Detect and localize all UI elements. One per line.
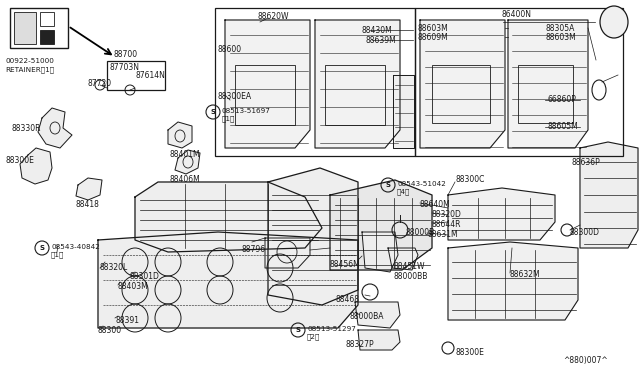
Polygon shape [448, 188, 555, 240]
Text: 86400N: 86400N [502, 10, 532, 19]
Text: 88305A: 88305A [545, 24, 574, 33]
Polygon shape [175, 150, 200, 174]
Bar [235, 65, 295, 125]
Text: 88620W: 88620W [258, 12, 289, 21]
Text: 88451W: 88451W [393, 262, 424, 271]
Text: 88644R: 88644R [432, 220, 461, 229]
Polygon shape [98, 232, 358, 328]
Text: 88300C: 88300C [455, 175, 484, 184]
Polygon shape [268, 168, 358, 305]
Text: 88300D: 88300D [570, 228, 600, 237]
Text: 88301D: 88301D [130, 272, 160, 281]
Text: S: S [385, 182, 390, 188]
Polygon shape [358, 330, 400, 350]
Text: 88418: 88418 [75, 200, 99, 209]
Polygon shape [225, 20, 310, 148]
Bar [40, 30, 54, 44]
Bar [215, 8, 415, 156]
Text: 88300E: 88300E [455, 348, 484, 357]
Bar [518, 65, 573, 123]
Bar [325, 65, 385, 125]
Polygon shape [135, 182, 322, 252]
Text: 08543-51042
　4、: 08543-51042 4、 [397, 181, 446, 195]
Polygon shape [20, 148, 52, 184]
Polygon shape [355, 302, 400, 328]
Polygon shape [580, 142, 638, 248]
Polygon shape [330, 180, 432, 270]
Text: 87614N: 87614N [135, 71, 165, 80]
Text: 88468: 88468 [335, 295, 359, 304]
Text: 88300: 88300 [98, 326, 122, 335]
Text: 66860P: 66860P [548, 95, 577, 104]
Text: 88603M: 88603M [417, 24, 448, 33]
Text: 88632M: 88632M [510, 270, 541, 279]
Text: 88000B: 88000B [405, 228, 435, 237]
Polygon shape [168, 122, 192, 148]
Text: 08543-40842
　1、: 08543-40842 1、 [51, 244, 100, 257]
Text: 88639M: 88639M [365, 36, 396, 45]
Text: 08513-51297
　2、: 08513-51297 2、 [307, 326, 356, 340]
Text: 88000BA: 88000BA [350, 312, 385, 321]
Text: 88401M: 88401M [170, 150, 200, 159]
Text: 88406M: 88406M [170, 175, 201, 184]
Text: 88605M: 88605M [548, 122, 579, 131]
Text: 88600: 88600 [218, 45, 242, 54]
Text: S: S [296, 327, 301, 333]
Text: 88327P: 88327P [345, 340, 374, 349]
Text: ^880)007^: ^880)007^ [563, 356, 608, 365]
Text: 88403M: 88403M [118, 282, 148, 291]
Text: 87703N: 87703N [110, 63, 140, 72]
Polygon shape [420, 20, 505, 148]
Text: 88603M: 88603M [545, 33, 576, 42]
Polygon shape [265, 238, 310, 268]
Text: 88609M: 88609M [417, 33, 448, 42]
Polygon shape [38, 108, 72, 148]
Text: 87720: 87720 [88, 79, 112, 88]
Text: 88000BB: 88000BB [393, 272, 428, 281]
Text: 00922-51000: 00922-51000 [5, 58, 54, 64]
Text: RETAINER【1】: RETAINER【1】 [5, 66, 54, 73]
Text: 88796: 88796 [242, 245, 266, 254]
Text: 88631M: 88631M [427, 230, 458, 239]
Polygon shape [393, 75, 414, 148]
Bar [415, 8, 623, 156]
Text: S: S [211, 109, 216, 115]
Text: 88330R: 88330R [12, 124, 42, 133]
Text: 88700: 88700 [113, 50, 137, 59]
Text: 88300E: 88300E [5, 156, 34, 165]
Bar [40, 12, 54, 26]
Text: 08513-51697
　1、: 08513-51697 1、 [222, 108, 271, 122]
Ellipse shape [600, 6, 628, 38]
Text: 88391: 88391 [115, 316, 139, 325]
Text: 88320D: 88320D [432, 210, 462, 219]
Bar [14, 12, 36, 44]
Text: 88320L: 88320L [100, 263, 128, 272]
Text: S: S [40, 245, 45, 251]
Polygon shape [508, 20, 588, 148]
Polygon shape [362, 232, 398, 272]
Bar [107, 61, 165, 90]
Polygon shape [76, 178, 102, 200]
Text: 88636P: 88636P [572, 158, 601, 167]
Polygon shape [315, 20, 400, 148]
Text: 88640M: 88640M [420, 200, 451, 209]
Text: 88300EA: 88300EA [218, 92, 252, 101]
Text: 88456M: 88456M [330, 260, 361, 269]
Bar [10, 8, 68, 48]
Polygon shape [388, 248, 418, 270]
Polygon shape [448, 242, 578, 320]
Text: 88430M: 88430M [362, 26, 393, 35]
Bar [432, 65, 490, 123]
